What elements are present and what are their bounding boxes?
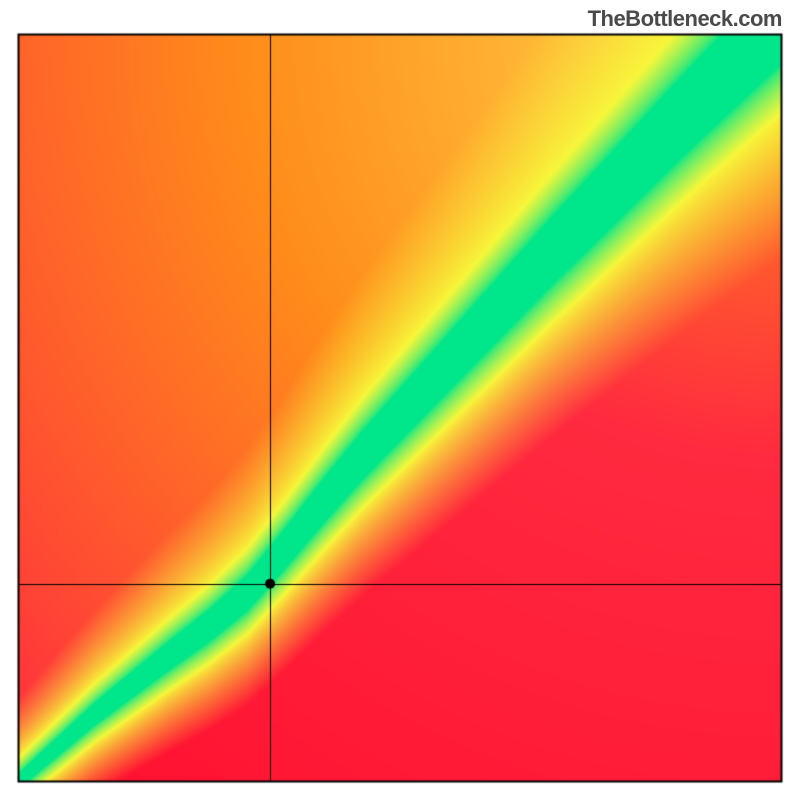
watermark-text: TheBottleneck.com (588, 6, 782, 32)
bottleneck-heatmap (0, 0, 800, 800)
